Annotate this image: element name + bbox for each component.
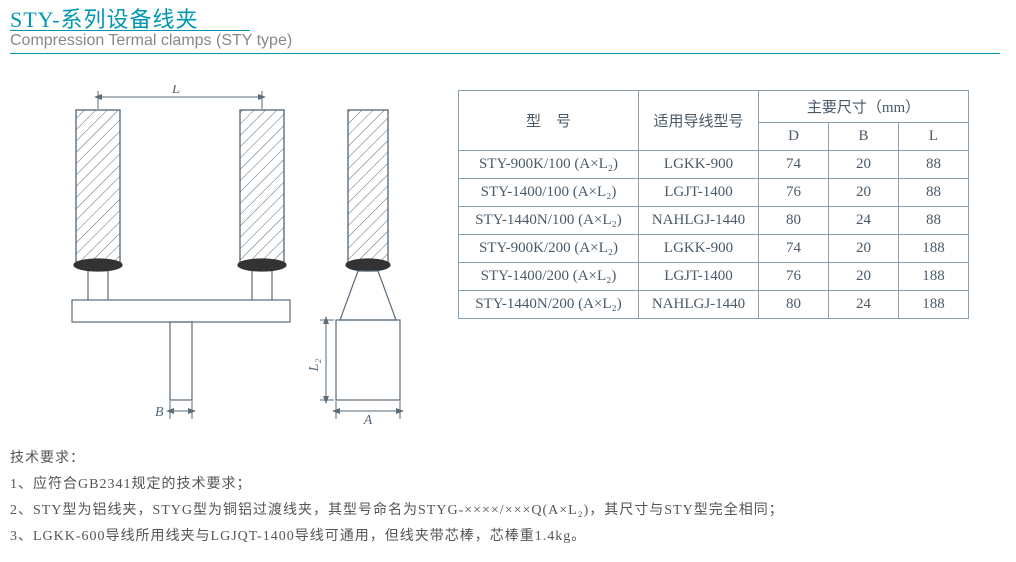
- cell-D: 76: [759, 263, 829, 291]
- cell-D: 76: [759, 179, 829, 207]
- spec-table: 型 号 适用导线型号 主要尺寸（mm） D B L STY-900K/100 (…: [458, 90, 969, 319]
- dim-A: A: [363, 413, 373, 425]
- cell-B: 20: [829, 263, 899, 291]
- dim-L: L: [171, 85, 180, 97]
- cell-D: 74: [759, 235, 829, 263]
- col-L: L: [899, 123, 969, 151]
- cell-cable: LGJT-1400: [639, 263, 759, 291]
- cell-model: STY-900K/200 (A×L₂): [459, 235, 639, 263]
- cell-D: 80: [759, 207, 829, 235]
- table-row: STY-1440N/200 (A×L₂)NAHLGJ-14408024188: [459, 291, 969, 319]
- cell-L: 88: [899, 151, 969, 179]
- cell-B: 20: [829, 179, 899, 207]
- table-row: STY-1440N/100 (A×L₂)NAHLGJ-1440802488: [459, 207, 969, 235]
- cell-model: STY-1400/200 (A×L₂): [459, 263, 639, 291]
- cell-cable: NAHLGJ-1440: [639, 291, 759, 319]
- cell-B: 24: [829, 207, 899, 235]
- cell-model: STY-900K/100 (A×L₂): [459, 151, 639, 179]
- col-D: D: [759, 123, 829, 151]
- cell-model: STY-1400/100 (A×L₂): [459, 179, 639, 207]
- notes-head: 技术要求：: [10, 446, 784, 472]
- table-row: STY-900K/100 (A×L₂)LGKK-900742088: [459, 151, 969, 179]
- note-item: 3、LGKK-600导线所用线夹与LGJQT-1400导线可通用，但线夹带芯棒，…: [10, 524, 784, 550]
- cell-L: 88: [899, 179, 969, 207]
- table-row: STY-1400/100 (A×L₂)LGJT-1400762088: [459, 179, 969, 207]
- rule-long: [10, 53, 1000, 54]
- table-row: STY-900K/200 (A×L₂)LGKK-9007420188: [459, 235, 969, 263]
- title-en: Compression Termal clamps (STY type): [10, 32, 292, 50]
- cell-cable: LGKK-900: [639, 235, 759, 263]
- table-row: STY-1400/200 (A×L₂)LGJT-14007620188: [459, 263, 969, 291]
- cell-cable: LGKK-900: [639, 151, 759, 179]
- note-item: 2、STY型为铝线夹，STYG型为铜铝过渡线夹，其型号命名为STYG-××××/…: [10, 498, 784, 524]
- cell-B: 24: [829, 291, 899, 319]
- cell-L: 88: [899, 207, 969, 235]
- cell-cable: LGJT-1400: [639, 179, 759, 207]
- col-cable: 适用导线型号: [639, 91, 759, 151]
- cell-model: STY-1440N/200 (A×L₂): [459, 291, 639, 319]
- dim-B: B: [155, 405, 164, 420]
- cell-L: 188: [899, 235, 969, 263]
- cell-D: 74: [759, 151, 829, 179]
- technical-diagram: L B L₂ A: [30, 85, 430, 425]
- dim-L2: L₂: [307, 359, 322, 373]
- col-model: 型 号: [459, 91, 639, 151]
- cell-L: 188: [899, 291, 969, 319]
- note-item: 1、应符合GB2341规定的技术要求；: [10, 472, 784, 498]
- tech-notes: 技术要求： 1、应符合GB2341规定的技术要求； 2、STY型为铝线夹，STY…: [10, 446, 784, 550]
- table-header-row: 型 号 适用导线型号 主要尺寸（mm）: [459, 91, 969, 123]
- cell-cable: NAHLGJ-1440: [639, 207, 759, 235]
- col-dims: 主要尺寸（mm）: [759, 91, 969, 123]
- col-B: B: [829, 123, 899, 151]
- cell-model: STY-1440N/100 (A×L₂): [459, 207, 639, 235]
- cell-B: 20: [829, 235, 899, 263]
- rule-short: [10, 30, 250, 31]
- cell-B: 20: [829, 151, 899, 179]
- cell-L: 188: [899, 263, 969, 291]
- cell-D: 80: [759, 291, 829, 319]
